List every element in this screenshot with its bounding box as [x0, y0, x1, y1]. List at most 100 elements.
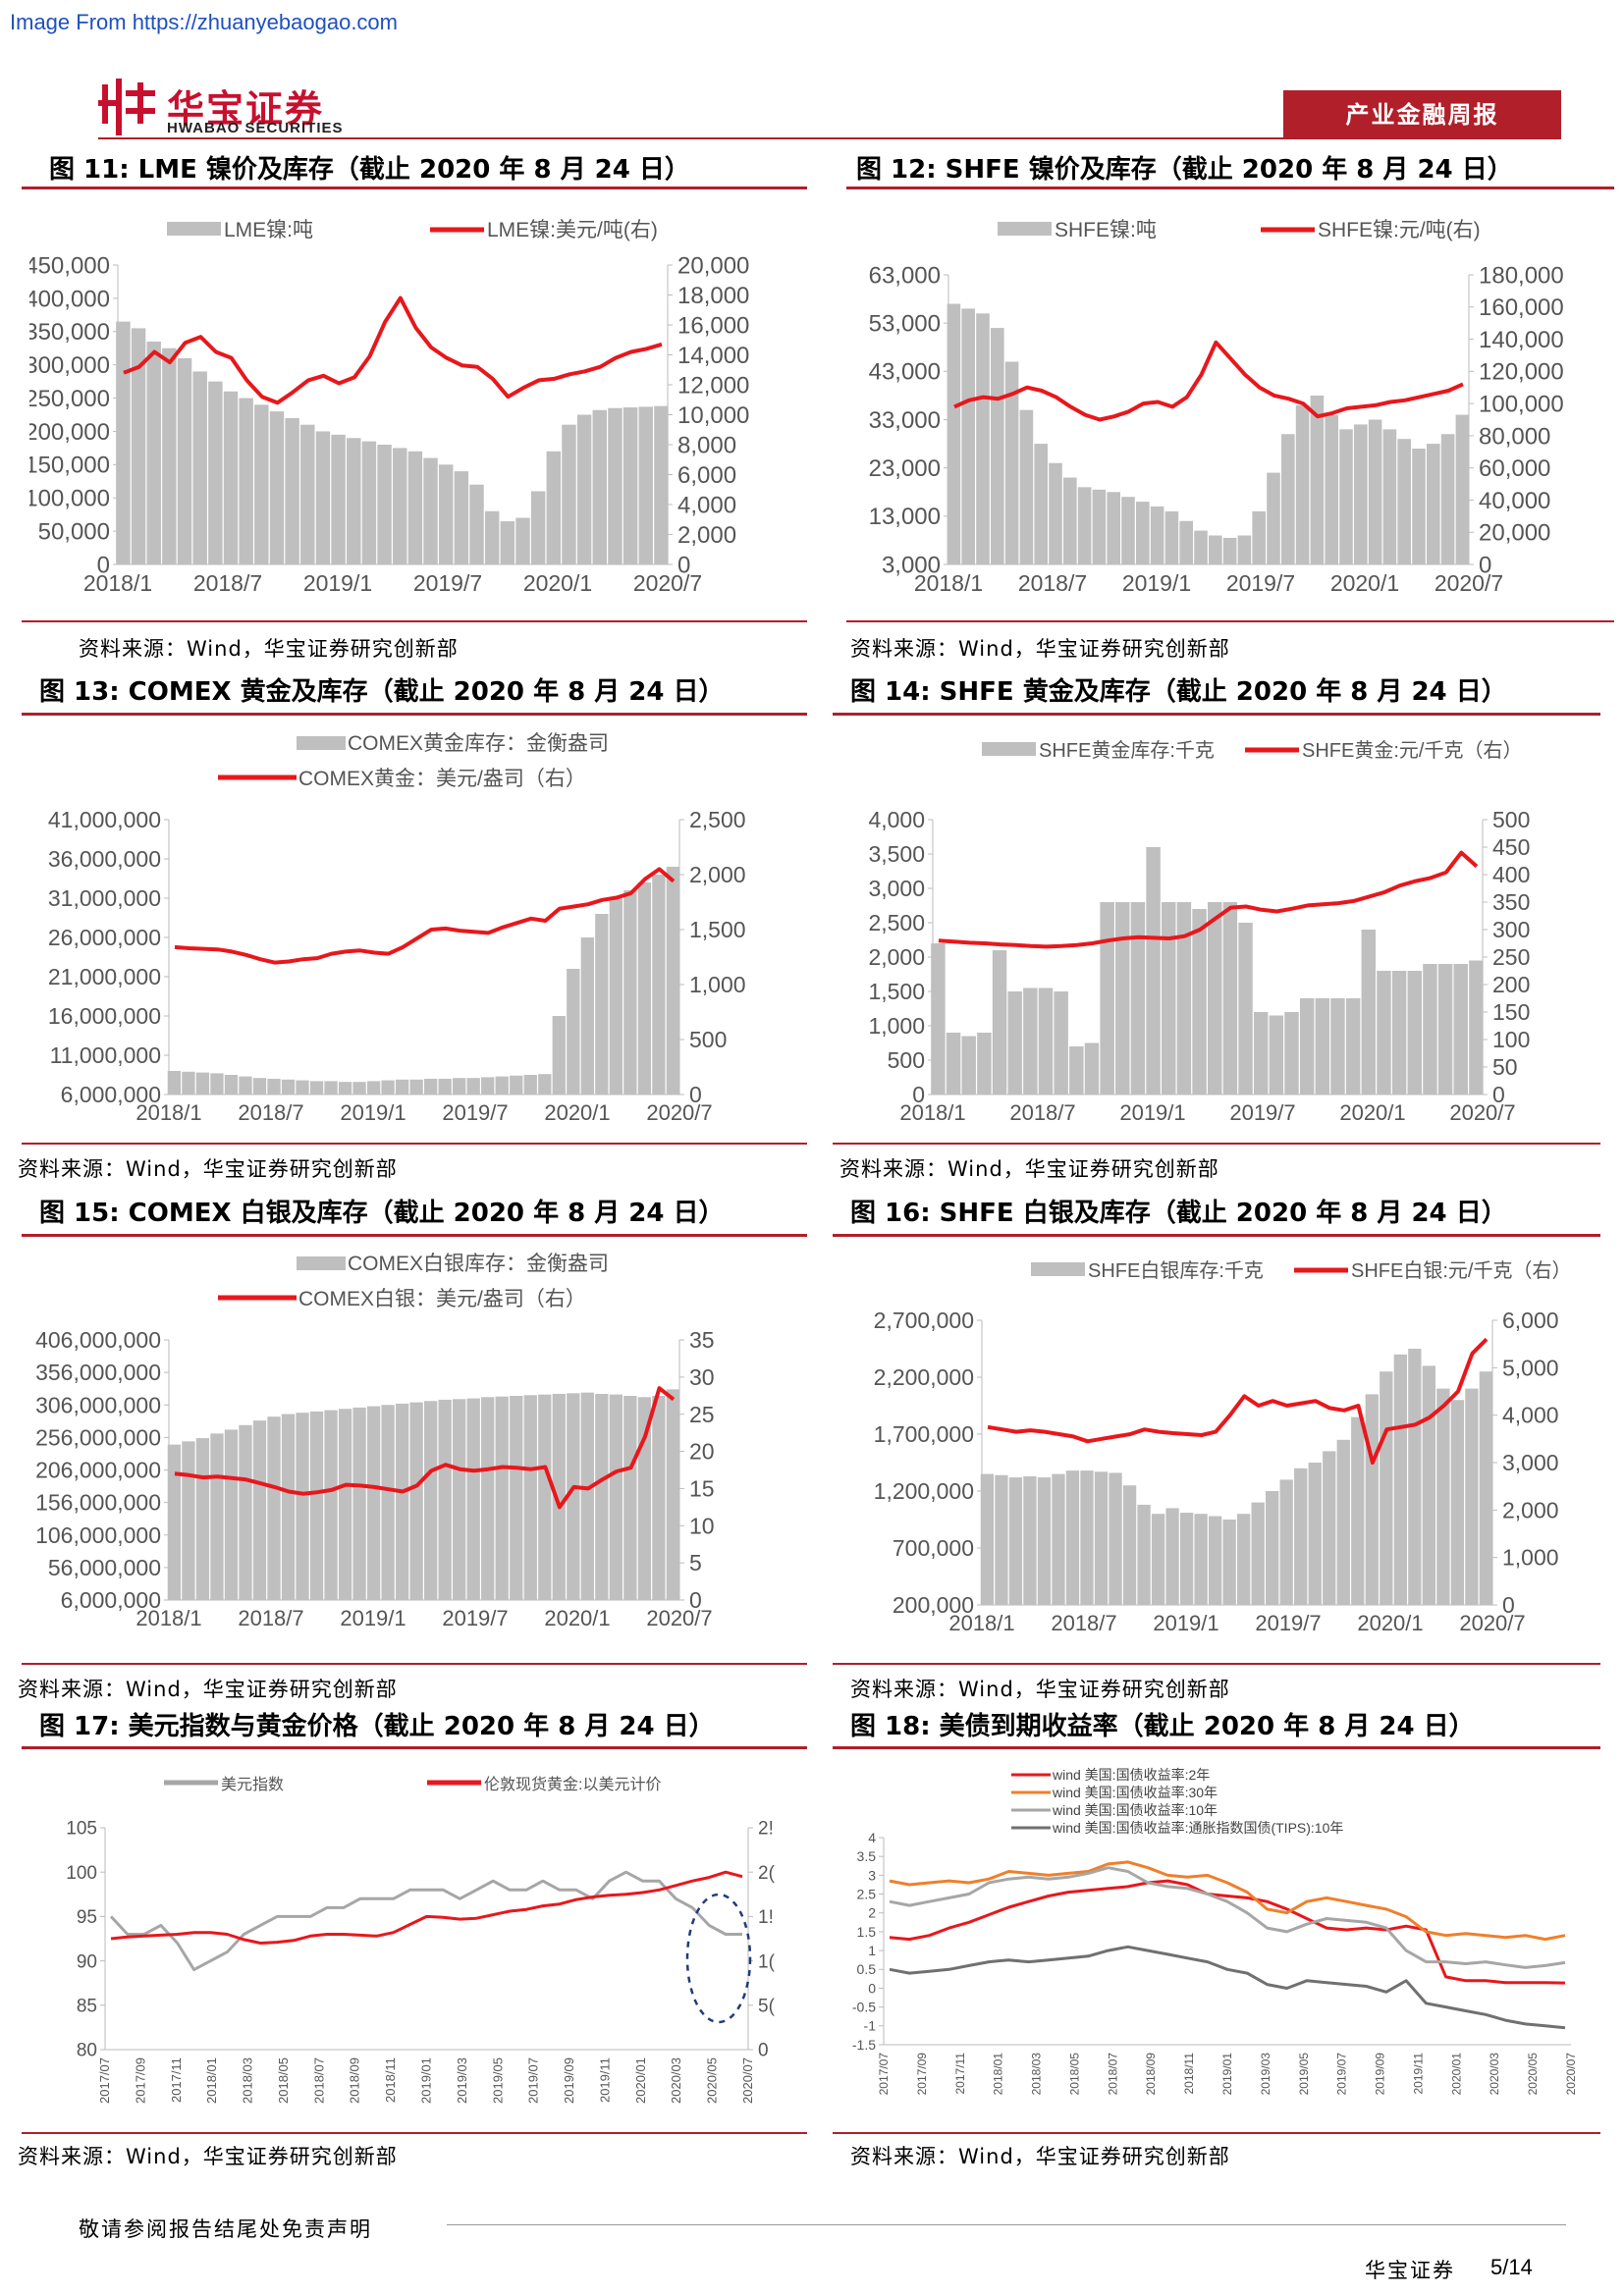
inventory-bar: [469, 484, 484, 564]
x-tick-group: 2018/05: [276, 2057, 291, 2104]
legend-label: 伦敦现货黄金:以美元计价: [484, 1776, 661, 1793]
inventory-bar: [466, 1078, 480, 1095]
figure-12-rule: [846, 187, 1614, 189]
inventory-bar: [1222, 537, 1237, 564]
y-tick-label: 206,000,000: [35, 1458, 161, 1483]
x-tick-label: 2018/7: [238, 1606, 303, 1630]
inventory-bar: [377, 445, 392, 564]
price-line: [953, 340, 1464, 422]
x-tick-label: 2019/7: [1229, 1100, 1295, 1125]
y-tick-label-right: 5: [689, 1550, 702, 1575]
legend-label: 美元指数: [221, 1776, 284, 1793]
y-tick-label: 306,000,000: [35, 1392, 161, 1417]
x-tick-label: 2020/7: [646, 1100, 712, 1125]
x-tick-label: 2020/1: [523, 570, 592, 596]
x-tick-group: 2019/07: [1335, 2053, 1349, 2096]
inventory-bar: [1176, 902, 1192, 1095]
inventory-bar: [495, 1396, 509, 1600]
chart-us-treasury-yields: wind 美国:国债收益率:2年 wind 美国:国债收益率:30年 wind 美国…: [835, 1759, 1600, 2128]
inventory-bar: [623, 1395, 637, 1600]
inventory-bar: [269, 411, 285, 564]
y-tick-label-right: 100,000: [1479, 392, 1564, 418]
x-tick-group: 2020/01: [633, 2057, 648, 2104]
y-tick-label-right: 3,000: [1502, 1450, 1559, 1475]
legend-label: wind 美国:国债收益率:10年: [1052, 1802, 1218, 1818]
inventory-bar: [1150, 507, 1164, 564]
inventory-bar: [995, 1474, 1008, 1605]
y-tick-label: 700,000: [893, 1535, 974, 1561]
y-tick-label: 43,000: [869, 359, 941, 386]
x-tick-group: 2019/07: [526, 2057, 541, 2104]
inventory-bar: [1065, 1470, 1080, 1605]
inventory-bar: [1192, 909, 1207, 1095]
inventory-bar: [1107, 492, 1120, 564]
chart-svg: SHFE镍:吨 SHFE镍:元/吨(右) 63,000 53,000 43,000 33,…: [869, 219, 1564, 596]
inventory-bar: [296, 1080, 309, 1095]
legend-label: SHFE镍:元/吨(右): [1318, 219, 1481, 241]
x-tick-group: 2019/11: [1411, 2053, 1425, 2095]
x-tick-label: 2020/07: [740, 2057, 755, 2104]
y-tick-label: 1,200,000: [874, 1478, 974, 1504]
x-tick-label: 2018/11: [1182, 2053, 1196, 2095]
y-tick-label-right: 6,000: [677, 462, 736, 489]
y-tick-label-right: 150: [1492, 999, 1530, 1025]
inventory-bar: [381, 1405, 395, 1600]
legend-label: SHFE白银库存:千克: [1088, 1259, 1264, 1282]
inventory-bar: [1179, 1513, 1194, 1605]
price-line: [889, 1879, 1566, 1985]
chart-svg: wind 美国:国债收益率:2年 wind 美国:国债收益率:30年 wind 美国…: [852, 1767, 1578, 2096]
legend-swatch: [167, 222, 221, 236]
inventory-bar: [195, 1072, 210, 1095]
x-tick-group: 2020/03: [1488, 2053, 1501, 2096]
hwabao-logo: 华宝证券 HWABAO SECURITIES: [98, 77, 393, 137]
inventory-bar: [1380, 1371, 1393, 1605]
inventory-bar: [562, 424, 576, 564]
report-type-badge: 产业金融周报: [1283, 90, 1561, 139]
x-tick-label: 2017/07: [97, 2057, 112, 2104]
inventory-bar: [254, 404, 269, 564]
logo-text-cn: 华宝证券: [167, 87, 325, 131]
inventory-bar: [167, 1071, 182, 1095]
y-tick-label: 200,000: [29, 419, 110, 446]
chart-shfe-gold: SHFE黄金库存:千克 SHFE黄金:元/千克（右） 4,000 3,500 3,000…: [835, 726, 1600, 1139]
x-tick-label: 2018/05: [1067, 2053, 1081, 2096]
figure-14-bottom-rule: [833, 1143, 1600, 1145]
x-tick-label: 2020/07: [1564, 2053, 1578, 2096]
x-tick-label: 2018/1: [135, 1606, 201, 1630]
x-tick-label: 2017/11: [169, 2057, 184, 2103]
header-divider: [98, 137, 1561, 139]
y-tick-label-right: 160,000: [1479, 294, 1564, 321]
inventory-bar: [300, 424, 315, 564]
x-tick-group: 2019/01: [419, 2057, 434, 2104]
inventory-bar: [946, 1033, 961, 1095]
inventory-bar: [208, 381, 223, 564]
y-tick-label-right: 2!: [758, 1819, 774, 1840]
chart-lme-nickel: LME镍:吨 LME镍:美元/吨(右) 450,000 400,000 350,000 3…: [29, 206, 776, 609]
inventory-bar: [1345, 998, 1361, 1095]
y-tick-label: 2: [868, 1905, 876, 1921]
figure-11-title: 图 11: LME 镍价及库存（截止 2020 年 8 月 24 日）: [49, 155, 690, 185]
inventory-bar: [1038, 988, 1054, 1095]
inventory-bar: [1377, 971, 1391, 1095]
legend-label: LME镍:吨: [224, 219, 313, 241]
y-tick-label: 150,000: [29, 453, 110, 479]
y-tick-label-right: 18,000: [677, 283, 749, 309]
y-tick-label-right: 0: [758, 2041, 769, 2061]
logo-mark-icon: [98, 79, 155, 135]
figure-16-title: 图 16: SHFE 白银及库存（截止 2020 年 8 月 24 日）: [850, 1199, 1507, 1228]
inventory-bar: [595, 914, 609, 1095]
inventory-bar: [131, 328, 146, 564]
figure-12-source: 资料来源：Wind，华宝证券研究创新部: [850, 637, 1230, 661]
y-tick-label-right: 80,000: [1479, 423, 1550, 450]
figure-16-rule: [833, 1234, 1600, 1237]
inventory-bar: [592, 409, 607, 564]
inventory-bar: [1023, 1475, 1037, 1605]
x-tick-group: 2017/11: [169, 2057, 184, 2103]
y-tick-label: -0.5: [852, 2000, 876, 2015]
figure-15-title: 图 15: COMEX 白银及库存（截止 2020 年 8 月 24 日）: [39, 1199, 725, 1228]
inventory-bar: [1455, 414, 1470, 564]
y-tick-label: 0: [97, 552, 110, 578]
y-tick-label-right: 1,500: [689, 917, 746, 942]
y-tick-label-right: 0: [1502, 1592, 1515, 1618]
legend-label: SHFE黄金:元/千克（右）: [1302, 739, 1522, 762]
